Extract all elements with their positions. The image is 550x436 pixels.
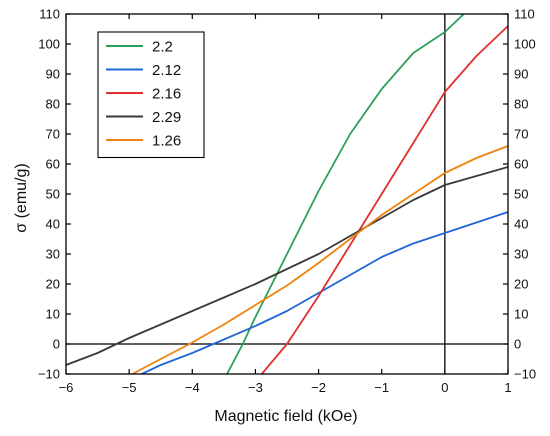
y-tick-label-left: 70 bbox=[46, 127, 60, 142]
x-tick-label: 1 bbox=[504, 380, 511, 395]
series-line-2-16 bbox=[260, 25, 508, 374]
y-tick-label-right: 10 bbox=[514, 307, 528, 322]
series-line-1-26 bbox=[131, 145, 508, 374]
x-tick-label: 0 bbox=[441, 380, 448, 395]
x-tick-label: −5 bbox=[122, 380, 137, 395]
series-line-2-2 bbox=[226, 14, 465, 374]
legend-frame bbox=[97, 31, 205, 159]
y-tick-label-left: 50 bbox=[46, 187, 60, 202]
legend-label: 2.12 bbox=[152, 62, 181, 79]
y-tick-label-left: 110 bbox=[39, 7, 60, 22]
y-tick-label-left: 90 bbox=[46, 67, 60, 82]
y-tick-label-right: 60 bbox=[514, 157, 528, 172]
y-tick-label-right: −10 bbox=[514, 367, 536, 382]
y-tick-label-right: 30 bbox=[514, 247, 528, 262]
y-tick-label-left: 30 bbox=[46, 247, 60, 262]
legend-label: 2.2 bbox=[152, 39, 173, 56]
y-tick-label-right: 0 bbox=[514, 337, 521, 352]
y-tick-label-left: 40 bbox=[46, 217, 60, 232]
x-tick-label: −6 bbox=[59, 380, 74, 395]
y-tick-label-right: 70 bbox=[514, 127, 528, 142]
y-tick-label-left: 100 bbox=[38, 37, 60, 52]
y-tick-label-right: 20 bbox=[514, 277, 528, 292]
y-tick-label-right: 90 bbox=[514, 67, 528, 82]
legend-label: 2.29 bbox=[152, 109, 181, 126]
y-tick-label-left: −10 bbox=[38, 367, 60, 382]
y-tick-label-left: 0 bbox=[53, 337, 60, 352]
y-axis-label: σ (emu/g) bbox=[13, 163, 30, 232]
y-tick-label-right: 80 bbox=[514, 97, 528, 112]
y-tick-label-left: 60 bbox=[46, 157, 60, 172]
x-tick-label: −3 bbox=[248, 380, 263, 395]
series-line-2-29 bbox=[66, 166, 508, 366]
series-line-2-12 bbox=[140, 211, 508, 374]
x-tick-label: −2 bbox=[311, 380, 326, 395]
y-tick-label-right: 110 bbox=[514, 7, 535, 22]
y-tick-label-right: 50 bbox=[514, 187, 528, 202]
legend: 2.2 2.12 2.16 2.29 1.26 bbox=[97, 31, 205, 159]
y-tick-label-left: 10 bbox=[46, 307, 60, 322]
y-tick-label-right: 40 bbox=[514, 217, 528, 232]
series-group bbox=[66, 14, 508, 374]
y-tick-label-right: 100 bbox=[514, 37, 536, 52]
y-tick-label-left: 80 bbox=[46, 97, 60, 112]
x-tick-label: −4 bbox=[185, 380, 200, 395]
y-tick-label-left: 20 bbox=[46, 277, 60, 292]
x-tick-label: −1 bbox=[374, 380, 389, 395]
legend-label: 1.26 bbox=[152, 133, 181, 150]
x-axis-label: Magnetic field (kOe) bbox=[214, 408, 357, 425]
legend-label: 2.16 bbox=[152, 86, 181, 103]
